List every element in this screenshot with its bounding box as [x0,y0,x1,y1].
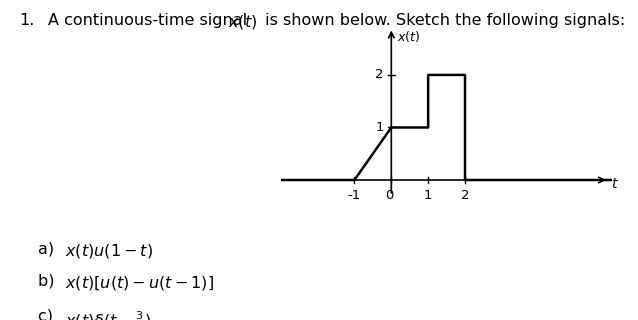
Text: 0: 0 [385,189,394,203]
Text: 2: 2 [461,189,470,203]
Text: $x(t)$: $x(t)$ [397,29,420,44]
Text: $x(t)u(1-t)$: $x(t)u(1-t)$ [65,242,153,260]
Text: 2: 2 [375,68,384,81]
Text: -1: -1 [348,189,361,203]
Text: 1.: 1. [19,13,34,28]
Text: b): b) [38,274,65,289]
Text: $t$: $t$ [611,177,618,191]
Text: c): c) [38,309,64,320]
Text: $x(t)$: $x(t)$ [228,13,258,31]
Text: $x(t)\delta(t-\frac{3}{2})$: $x(t)\delta(t-\frac{3}{2})$ [65,309,152,320]
Text: a): a) [38,242,64,257]
Text: $x(t)[u(t)-u(t-1)]$: $x(t)[u(t)-u(t-1)]$ [65,274,214,292]
Text: A continuous-time signal: A continuous-time signal [48,13,252,28]
Text: 1: 1 [424,189,433,203]
Text: 1: 1 [375,121,384,134]
Text: is shown below. Sketch the following signals:: is shown below. Sketch the following sig… [260,13,625,28]
